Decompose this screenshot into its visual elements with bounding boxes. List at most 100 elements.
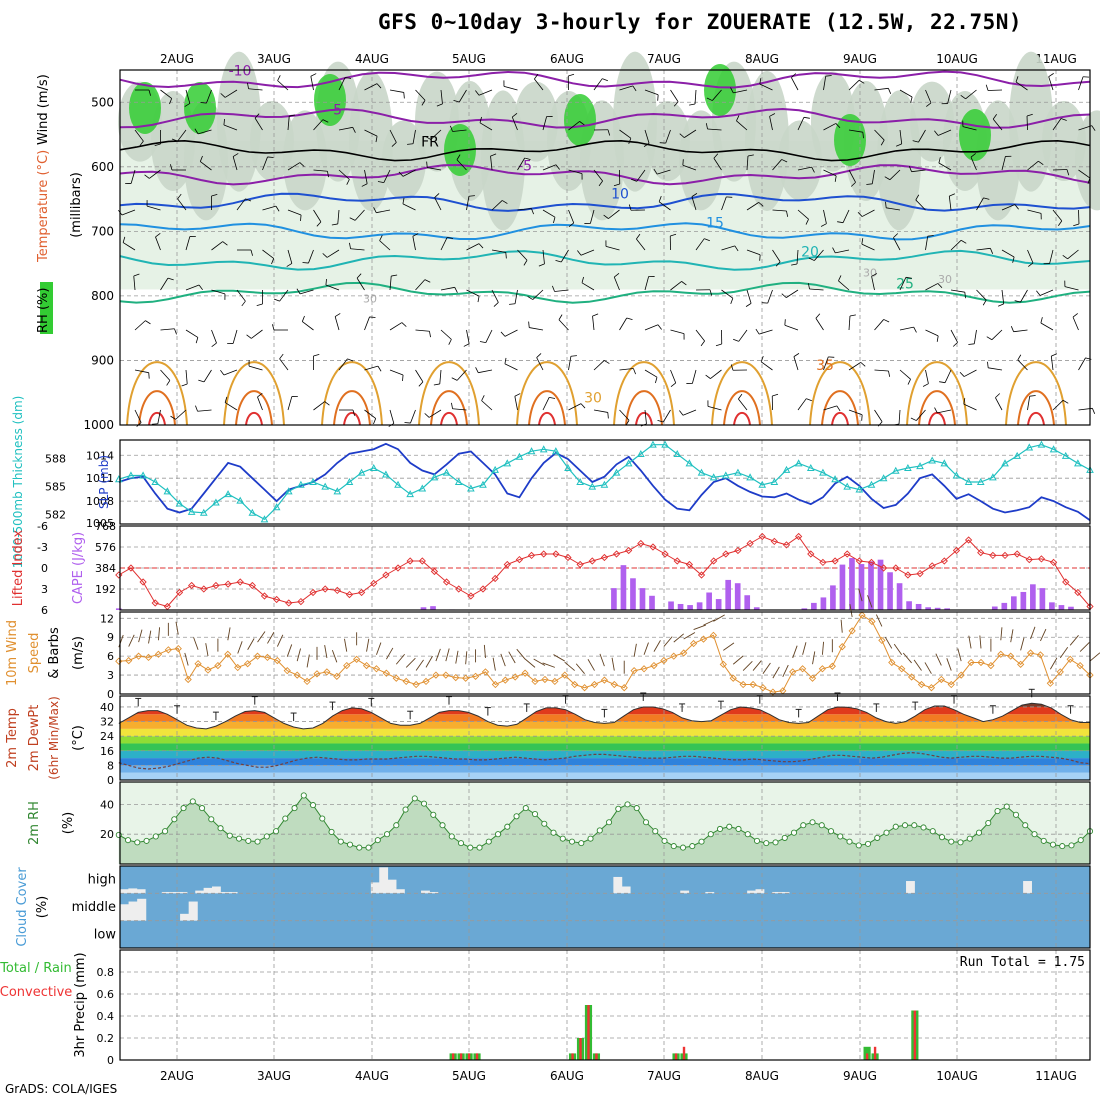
- wind-barb-flag: [169, 98, 173, 105]
- li-marker: [770, 537, 778, 546]
- wind-barb: [148, 630, 152, 644]
- rh-marker: [855, 842, 862, 849]
- rh-marker: [485, 838, 492, 845]
- li-marker: [989, 551, 997, 560]
- temperature-axis-label: Temperature (°C): [36, 150, 51, 263]
- wind-barb: [973, 329, 977, 344]
- wind-speed-marker: [977, 658, 985, 667]
- wind-barb-flag: [122, 236, 126, 243]
- wind-barb: [732, 655, 744, 665]
- wind-barb: [251, 329, 263, 339]
- thickness-marker: [891, 466, 900, 474]
- thickness-marker: [612, 468, 621, 476]
- isotherm-label: 20: [801, 244, 819, 260]
- rh-marker: [994, 808, 1001, 815]
- li-marker: [1001, 551, 1009, 560]
- thickness-marker: [1037, 440, 1046, 448]
- rh-marker: [698, 838, 705, 845]
- wind-barb-flag: [313, 354, 320, 357]
- wind-barb: [440, 286, 455, 291]
- wind-label-line3: & Barbs: [47, 627, 62, 679]
- wind-barb-flag: [834, 175, 837, 182]
- rh-marker: [1040, 837, 1047, 844]
- wind-barb: [211, 329, 217, 344]
- wind-barb: [354, 209, 365, 221]
- wind-barb-flag: [579, 121, 585, 126]
- wind-speed-marker: [521, 669, 529, 677]
- wind-barb: [376, 642, 382, 655]
- rh-marker: [578, 840, 585, 847]
- wind-barb-flag: [858, 79, 865, 84]
- li-marker: [406, 557, 414, 565]
- date-label-top: 9AUG: [843, 52, 877, 66]
- wind-barb-flag: [825, 75, 832, 77]
- cape-bar: [868, 561, 874, 610]
- isotherm-35: [430, 390, 468, 426]
- wind-axis-label: Wind (m/s): [36, 74, 51, 145]
- wind-barb-flag: [715, 343, 722, 347]
- rh-marker: [763, 840, 770, 847]
- cape-bar: [734, 583, 741, 610]
- li-marker: [151, 599, 159, 607]
- precip-tick-label: 0.8: [97, 966, 115, 979]
- li-marker: [527, 551, 536, 560]
- thickness-marker: [394, 480, 402, 488]
- isotherm-20: [119, 249, 1091, 271]
- rh-marker: [189, 798, 196, 805]
- cloud-cell: [621, 886, 631, 894]
- thickness-marker: [819, 468, 827, 476]
- rh-shade-blob: [646, 101, 690, 181]
- wind-speed-marker: [1007, 652, 1015, 660]
- wind-barb: [823, 209, 827, 224]
- wind-barb-flag: [181, 383, 188, 387]
- wind-barb-flag: [534, 73, 539, 80]
- rh-marker: [550, 829, 557, 836]
- wind-barb-flag: [998, 303, 1004, 307]
- upper-air-frame: [119, 69, 1091, 426]
- cape-bar: [896, 583, 903, 610]
- thickness-marker: [430, 473, 439, 481]
- wind-speed-marker: [174, 644, 182, 653]
- wind-barb: [364, 83, 378, 91]
- rh-marker: [522, 805, 529, 812]
- wind-barb-flag: [200, 102, 207, 104]
- thickness-marker: [515, 452, 524, 460]
- wind-barb: [338, 126, 353, 131]
- wind-barb-flag: [1092, 408, 1096, 414]
- wind-barb-flag: [512, 113, 518, 118]
- li-marker: [479, 585, 487, 593]
- wind-barb: [197, 129, 212, 135]
- temp-band: [120, 736, 1090, 744]
- wind-barb: [1015, 81, 1028, 91]
- wind-barb-flag: [174, 328, 177, 335]
- wind-barb: [884, 636, 893, 649]
- cape-bar: [639, 588, 646, 610]
- wind-barb-flag: [1060, 118, 1067, 121]
- wind-barb-flag: [580, 403, 586, 409]
- cape-bar: [430, 606, 436, 610]
- cape-axis-label: CAPE (J/kg): [71, 532, 86, 604]
- cape-bar: [611, 588, 617, 610]
- rh-marker: [272, 828, 280, 835]
- rh-marker: [319, 815, 326, 822]
- wind-barb: [835, 249, 850, 254]
- wind-barb: [695, 329, 705, 342]
- wind-barb: [287, 396, 293, 411]
- wind-barb-flag: [673, 101, 679, 107]
- wind-barb: [1089, 652, 1100, 662]
- wind-barb-flag: [883, 319, 890, 323]
- rh-marker: [217, 825, 224, 832]
- thickness-marker: [685, 459, 694, 467]
- cape-bar: [944, 608, 951, 610]
- wind-barb: [200, 161, 212, 171]
- wind-speed-marker: [947, 680, 955, 689]
- wind-speed-marker: [640, 665, 648, 673]
- wind-barb: [644, 89, 659, 96]
- rh-marker: [892, 823, 899, 830]
- rh-marker: [439, 822, 446, 829]
- wind-barb: [772, 209, 787, 212]
- wind-barb: [746, 289, 752, 304]
- rh-marker: [559, 835, 566, 842]
- wind-barb-flag: [425, 136, 431, 140]
- wind-barb: [823, 405, 838, 411]
